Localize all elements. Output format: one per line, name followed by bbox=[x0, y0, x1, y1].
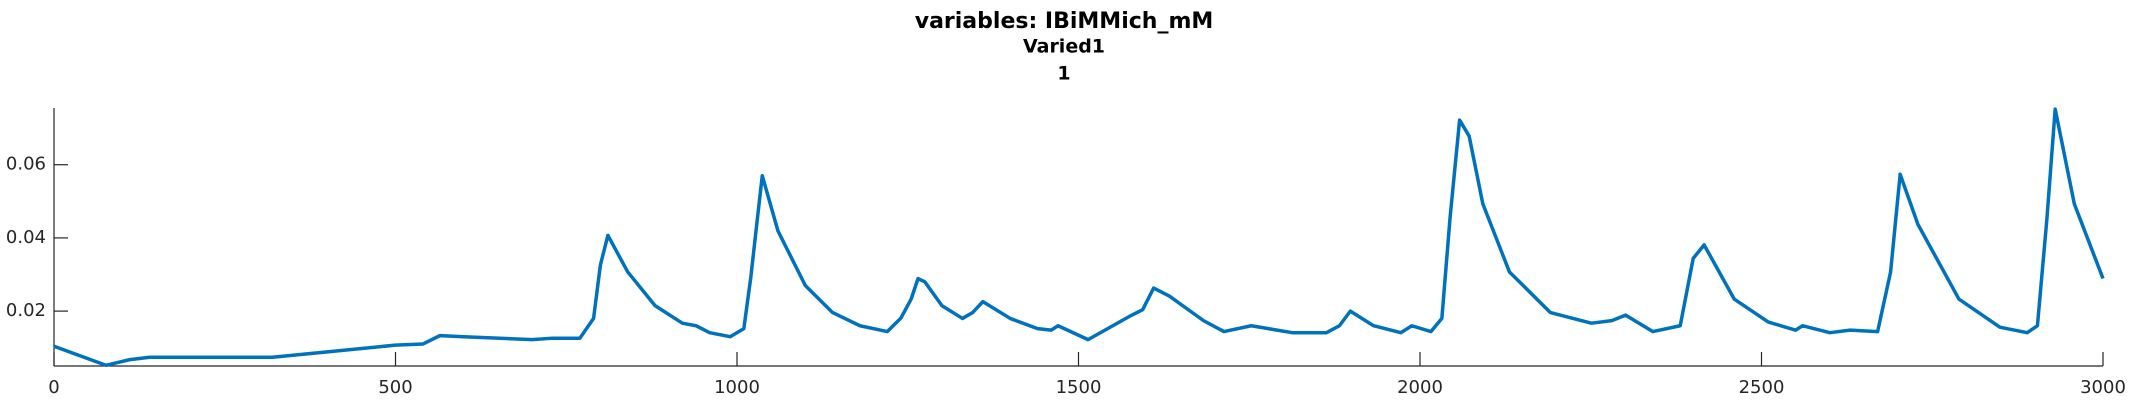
x-tick-label: 3000 bbox=[2080, 377, 2126, 398]
x-tick-label: 1500 bbox=[1056, 377, 1102, 398]
x-tick-label: 1000 bbox=[714, 377, 760, 398]
y-tick-label: 0.04 bbox=[6, 227, 46, 248]
x-tick-label: 2000 bbox=[1397, 377, 1443, 398]
y-tick-label: 0.02 bbox=[6, 300, 46, 321]
x-tick-label: 500 bbox=[378, 377, 412, 398]
chart-title: variables: IBiMMich_mM bbox=[915, 9, 1214, 34]
chart-subtitle: Varied1 bbox=[1023, 36, 1105, 58]
x-tick-label: 0 bbox=[48, 377, 59, 398]
x-tick-label: 2500 bbox=[1739, 377, 1785, 398]
data-line bbox=[53, 107, 2105, 368]
chart-subtitle: 1 bbox=[1057, 63, 1070, 85]
y-tick-label: 0.06 bbox=[6, 154, 46, 175]
